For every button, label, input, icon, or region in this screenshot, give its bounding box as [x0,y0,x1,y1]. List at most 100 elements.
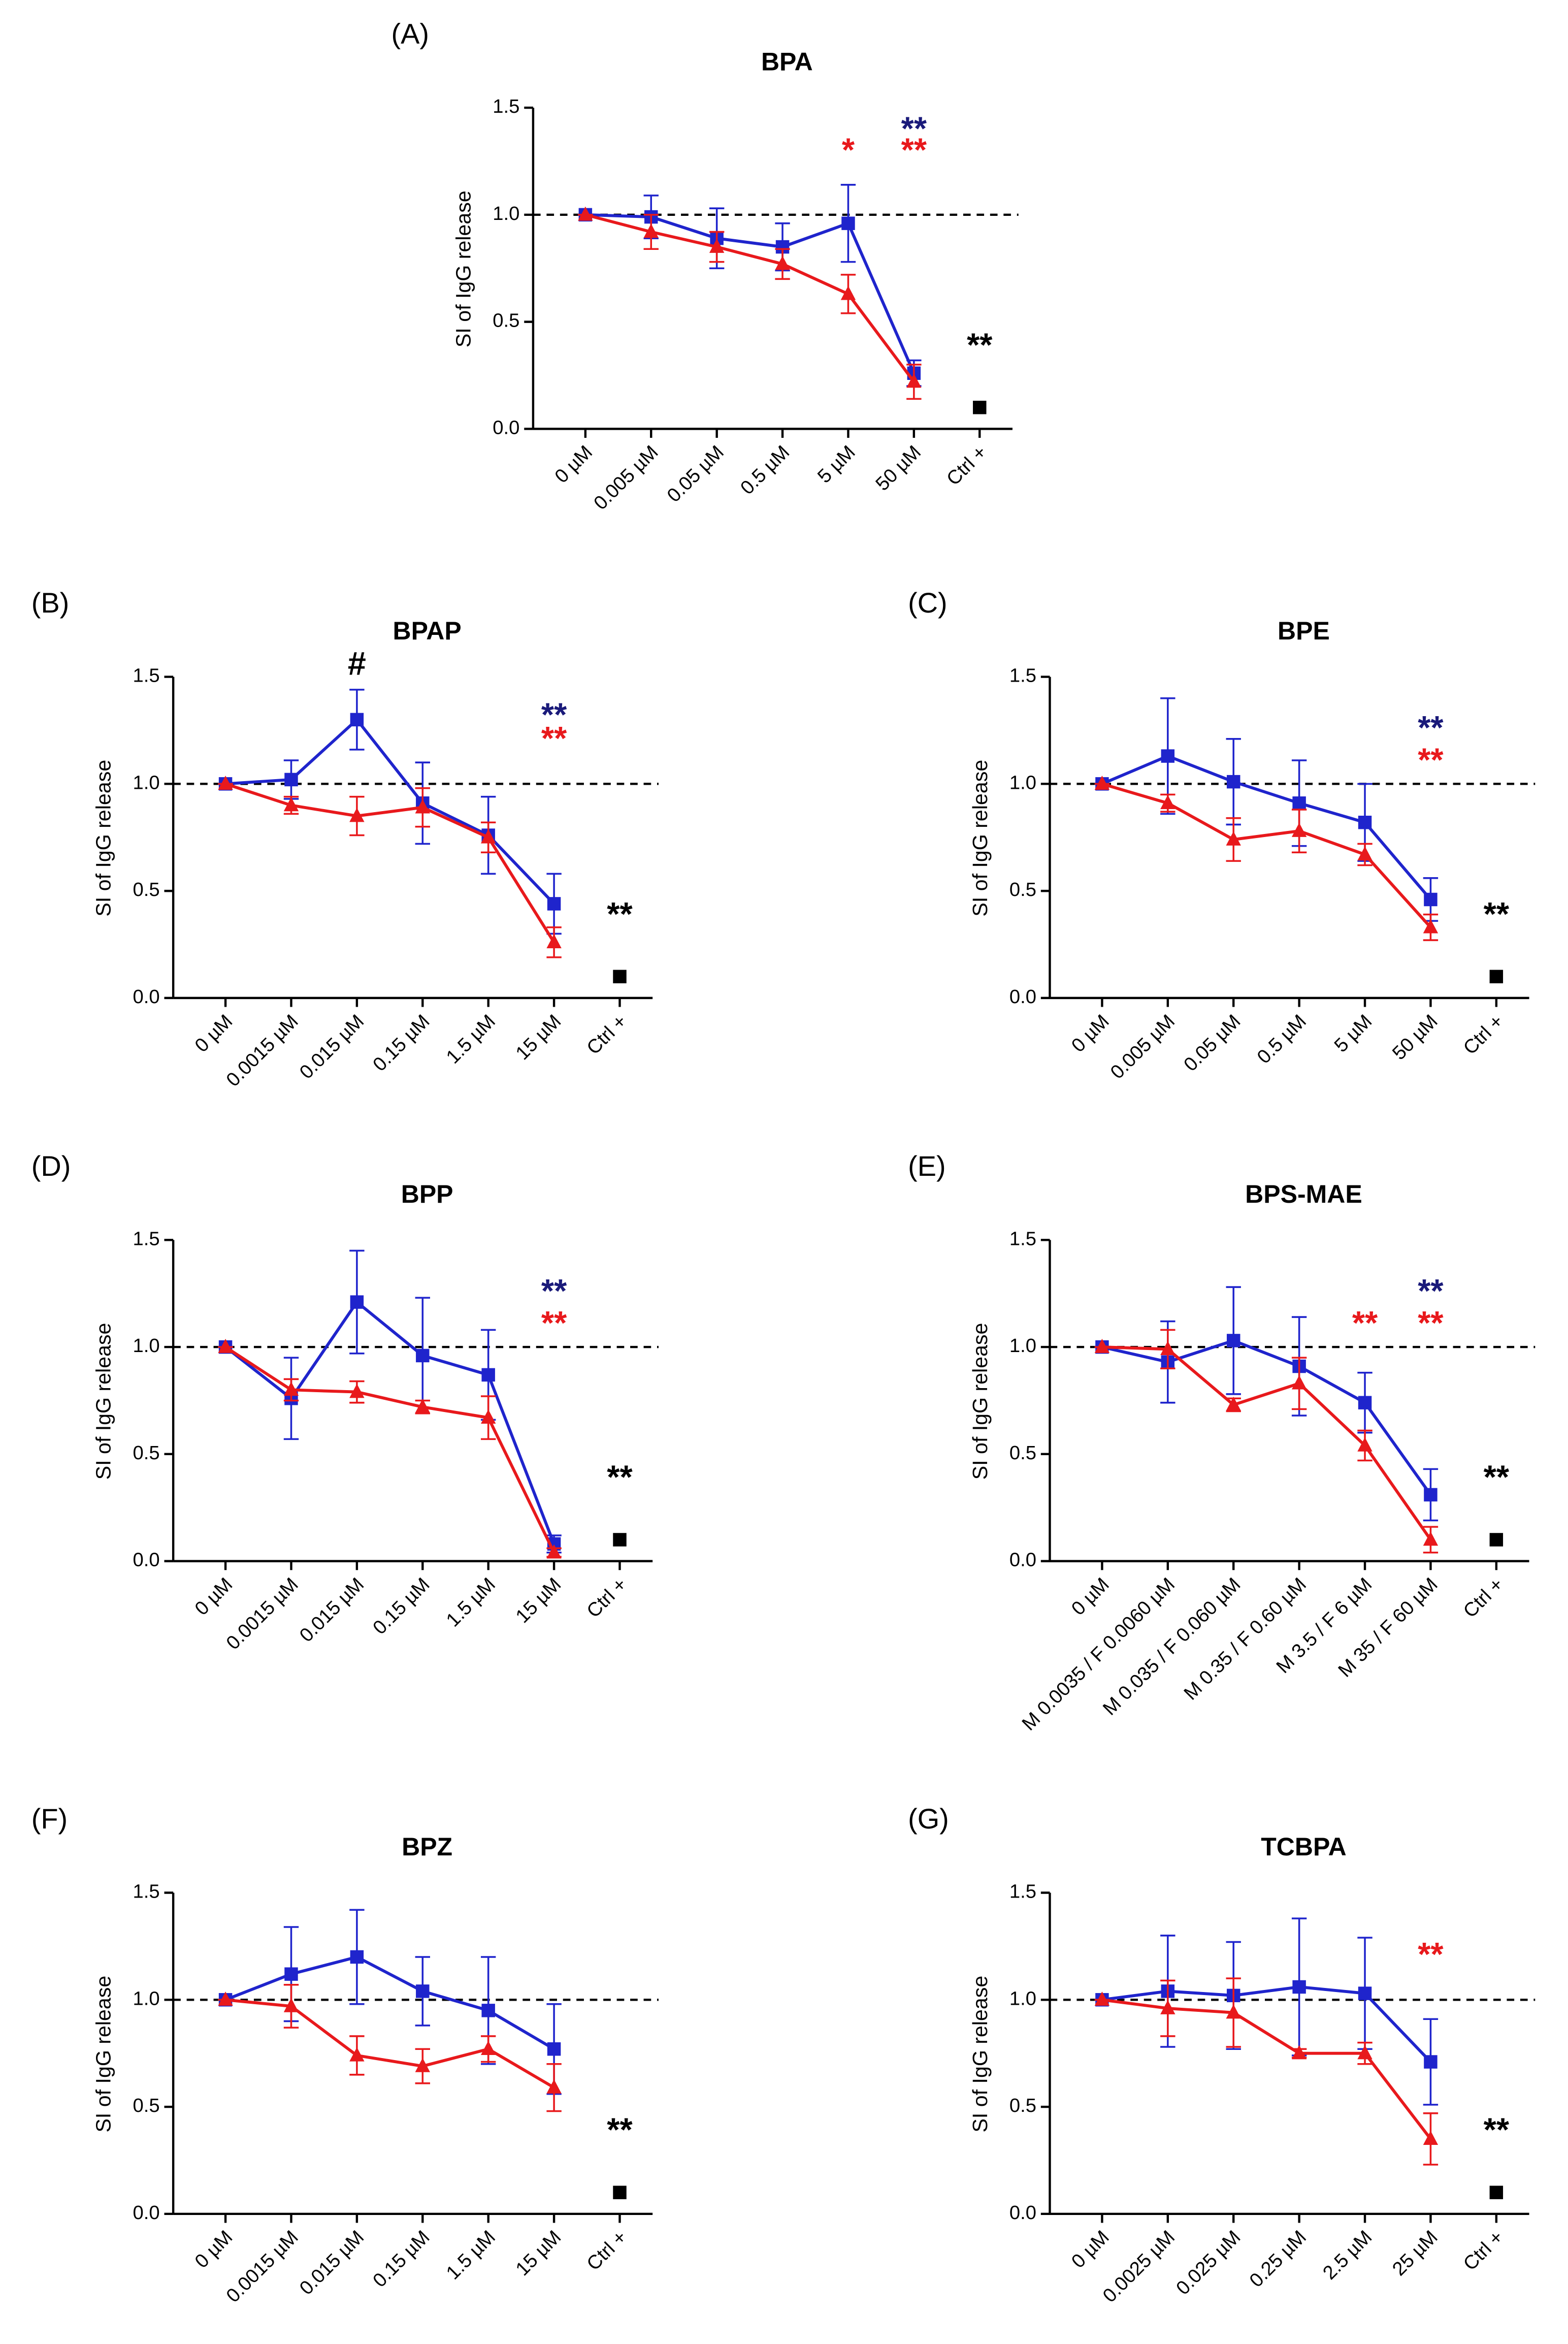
x-tick-label: 0.0015 µM [222,1010,303,1091]
annotation: ** [1418,1304,1444,1341]
annotation: ** [541,696,567,733]
series-line [224,1300,556,1545]
y-tick-label: 0.5 [133,2095,160,2116]
marker [415,1398,430,1413]
y-tick-label: 1.5 [133,665,160,687]
y-tick-label: 0.0 [133,986,160,1008]
x-tick-label: 50 µM [1388,1010,1442,1064]
y-tick-label: 1.0 [1009,1987,1036,2009]
marker [1358,815,1372,829]
marker [1489,2186,1504,2199]
marker [284,773,298,787]
annotation: # [348,645,366,682]
x-tick-label: 0 µM [190,2226,237,2272]
y-tick-label: 0.0 [1009,1549,1036,1571]
marker [349,808,365,822]
y-tick-label: 0.0 [1009,2202,1036,2224]
series-line [225,782,556,943]
marker [481,2004,495,2017]
marker [1424,1488,1438,1502]
annotation: ** [1418,1272,1444,1309]
marker [546,2079,562,2094]
x-tick-label: 0.015 µM [296,1010,369,1083]
x-tick-label: 0.15 µM [369,1574,434,1639]
marker [1094,776,1110,790]
annotation: * [842,132,855,169]
x-tick-label: 5 µM [1330,1010,1376,1056]
marker [1292,796,1306,810]
panel-label: (A) [391,18,429,50]
x-tick-label: Ctrl + [1459,1010,1508,1059]
marker [1357,1437,1373,1452]
chart-title: BPZ [402,1833,452,1861]
x-tick-label: 0.05 µM [663,441,728,507]
marker [1357,2045,1373,2060]
marker [415,2058,430,2072]
x-tick-label: 0 µM [550,441,597,488]
marker [1358,1986,1372,2000]
annotation: ** [1352,1304,1378,1341]
x-tick-label: 0.015 µM [296,2226,369,2299]
marker [1424,2055,1438,2069]
marker [613,2186,627,2199]
marker [546,1544,562,1559]
marker [349,1384,365,1398]
marker [775,255,790,270]
x-tick-label: 0.005 µM [590,441,663,515]
x-tick-label: 0.0025 µM [1098,2226,1179,2307]
y-tick-label: 0.5 [1009,879,1036,901]
y-tick-label: 0.0 [133,1549,160,1571]
marker [643,223,659,238]
y-tick-label: 1.5 [1009,1228,1036,1249]
marker [973,400,987,414]
series-line [225,1955,555,2050]
panel-label: (E) [908,1150,945,1182]
series-line [585,213,916,383]
annotation: ** [1418,741,1444,778]
x-tick-label: 0.25 µM [1245,2226,1311,2292]
y-tick-label: 1.0 [493,203,519,224]
x-tick-label: Ctrl + [1459,2226,1508,2275]
annotation: ** [901,132,927,169]
marker [350,1295,364,1309]
marker [1424,892,1438,907]
y-tick-label: 1.5 [493,95,519,117]
marker [1357,846,1373,861]
marker [283,1382,299,1396]
y-tick-label: 0.5 [133,879,160,901]
marker [481,1368,495,1382]
x-tick-label: M 0.35 / F 0.60 µM [1180,1574,1311,1705]
chart-title: BPE [1278,617,1330,645]
marker [415,799,430,814]
marker [283,1998,299,2012]
marker [218,1338,233,1353]
x-tick-label: 25 µM [1388,2226,1442,2280]
x-tick-label: Ctrl + [942,441,991,490]
x-tick-label: Ctrl + [1459,1574,1508,1622]
annotation: ** [1484,895,1510,933]
chart-title: TCBPA [1261,1833,1346,1861]
panel-label: (G) [908,1803,949,1835]
marker [1489,1533,1504,1547]
annotation: ** [541,720,567,757]
x-tick-label: Ctrl + [582,2226,631,2275]
series-line [1101,754,1432,901]
x-tick-label: 15 µM [511,1574,565,1627]
marker [350,713,364,727]
panel: (E) BPS-MAE SI of IgG release 0.0 0.5 1.0 1.5 0… [908,1150,1536,1735]
y-tick-label: 1.5 [1009,1881,1036,1903]
y-axis-label: SI of IgG release [968,1976,992,2133]
y-tick-label: 1.0 [133,772,160,793]
x-tick-label: 0.15 µM [369,1010,434,1076]
y-tick-label: 0.0 [133,2202,160,2224]
x-tick-label: 0 µM [190,1574,237,1620]
marker [218,776,233,790]
x-tick-label: 50 µM [871,441,925,495]
y-axis-label: SI of IgG release [451,190,475,347]
marker [841,216,855,230]
x-tick-label: 15 µM [511,1010,565,1064]
y-tick-label: 1.5 [133,1228,160,1249]
marker [284,1967,298,1981]
